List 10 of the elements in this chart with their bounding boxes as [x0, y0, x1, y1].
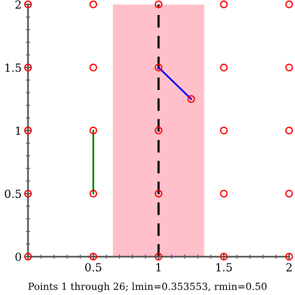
y-tick-label: 0.5 [4, 190, 21, 198]
y-tick-label: 1 [16, 126, 20, 135]
text: Points 1 through 26; lmin=0.353553, rmin=0.50 [28, 282, 267, 292]
x-tick-label: 1.5 [216, 263, 232, 272]
x-tick-label: 1 [156, 263, 161, 272]
y-tick-label: 1.5 [5, 63, 21, 72]
y-tick-label: 2 [15, 0, 21, 9]
x-tick-label: 0.5 [85, 263, 102, 272]
y-tick-label: 0 [15, 252, 22, 262]
x-tick-label: 2 [286, 263, 292, 272]
